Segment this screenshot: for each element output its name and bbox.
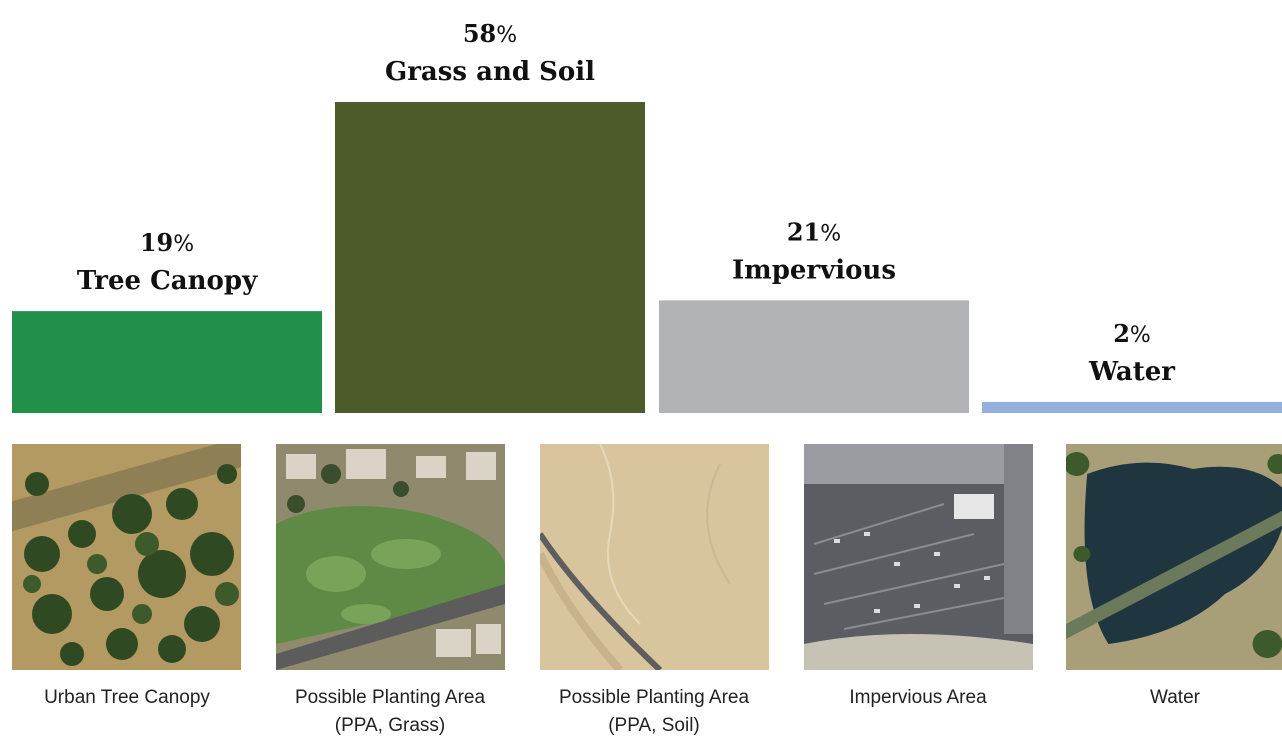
caption-urban-tree-canopy: Urban Tree Canopy (0, 684, 257, 712)
data-label-value: 2% (1113, 319, 1151, 348)
data-label-value: 19% (140, 228, 194, 257)
bar-tree-canopy (12, 311, 322, 413)
caption-impervious-area: Impervious Area (788, 684, 1048, 712)
data-label-value: 21% (787, 217, 841, 246)
caption-line: Water (1150, 687, 1200, 708)
bar-water (982, 402, 1282, 413)
land-cover-bar-chart: 19% Tree Canopy 58% Grass and Soil 21% Imperv… (12, 19, 1282, 413)
caption-line: (PPA, Grass) (334, 715, 446, 736)
tree-canopy-aerial-image (12, 444, 241, 670)
grass-aerial-image (276, 444, 505, 670)
land-cover-examples: Urban Tree Canopy Possible Planting Area… (0, 444, 1282, 746)
caption-line: Impervious Area (849, 687, 987, 708)
data-label-value: 58% (463, 19, 517, 48)
parking-lot-aerial-image (804, 444, 1033, 670)
bar-impervious (659, 300, 969, 413)
caption-ppa-soil: Possible Planting Area (PPA, Soil) (524, 684, 784, 740)
data-label-category: Water (1088, 357, 1175, 387)
lake-aerial-image (1066, 444, 1282, 670)
caption-line: Possible Planting Area (558, 687, 750, 708)
bar-grass-and-soil (335, 102, 645, 413)
caption-ppa-grass: Possible Planting Area (PPA, Grass) (260, 684, 520, 740)
data-label-category: Grass and Soil (385, 57, 595, 87)
caption-line: Urban Tree Canopy (44, 687, 210, 708)
soil-aerial-image (540, 444, 769, 670)
data-label-category: Tree Canopy (77, 266, 258, 296)
caption-water: Water (1045, 684, 1282, 712)
caption-line: (PPA, Soil) (608, 715, 700, 736)
caption-line: Possible Planting Area (294, 687, 486, 708)
data-label-category: Impervious (732, 255, 896, 285)
